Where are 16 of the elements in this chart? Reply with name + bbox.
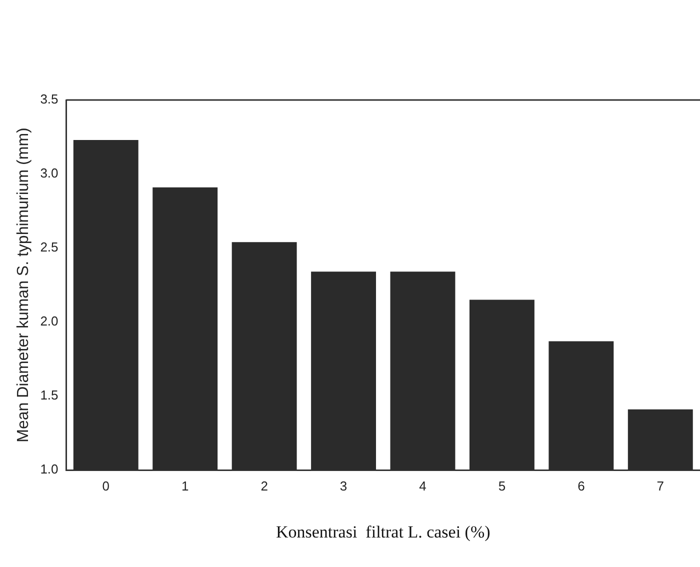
y-tick-label: 3.5 bbox=[40, 92, 58, 107]
y-tick-label: 2.0 bbox=[40, 314, 58, 329]
x-tick-label: 7 bbox=[656, 478, 664, 494]
x-tick-label: 5 bbox=[498, 478, 506, 494]
x-tick-label: 3 bbox=[340, 478, 348, 494]
y-tick-label: 3.0 bbox=[40, 166, 58, 181]
x-tick-label: 1 bbox=[181, 478, 189, 494]
y-tick-label: 1.5 bbox=[40, 388, 58, 403]
y-axis-title: Mean Diameter kuman S. typhimurium (mm) bbox=[15, 128, 32, 442]
y-tick-label: 1.0 bbox=[40, 462, 58, 477]
x-tick-label: 6 bbox=[578, 478, 585, 494]
x-axis-title: Konsentrasi filtrat L. casei (%) bbox=[276, 522, 490, 542]
x-tick-label: 0 bbox=[102, 478, 110, 494]
x-tick-label: 4 bbox=[419, 478, 426, 494]
x-tick-label: 2 bbox=[260, 478, 268, 494]
y-tick-label: 2.5 bbox=[40, 240, 58, 255]
